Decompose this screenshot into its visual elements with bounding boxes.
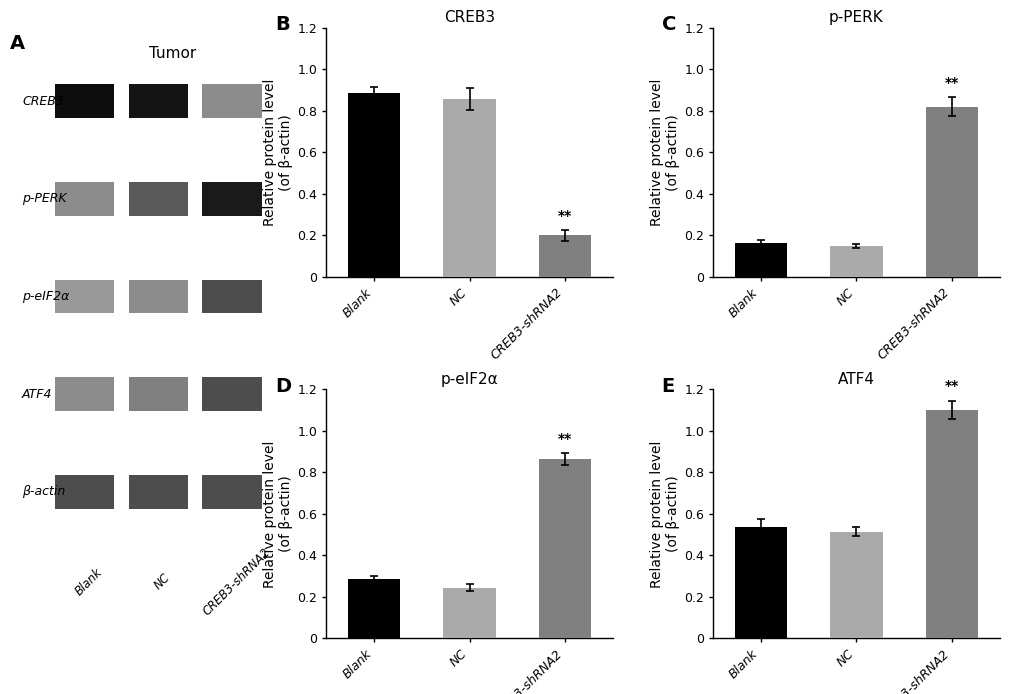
- Text: p-eIF2α: p-eIF2α: [22, 290, 69, 303]
- Bar: [128, 84, 187, 118]
- Text: Blank: Blank: [72, 566, 105, 598]
- Bar: [55, 182, 114, 216]
- Bar: [55, 84, 114, 118]
- Bar: [55, 475, 114, 509]
- Bar: [202, 378, 262, 411]
- Bar: [829, 532, 881, 638]
- Bar: [128, 182, 187, 216]
- Bar: [538, 235, 591, 277]
- Text: Tumor: Tumor: [149, 46, 197, 61]
- Bar: [347, 93, 400, 277]
- Text: **: **: [557, 209, 572, 223]
- Bar: [924, 107, 977, 277]
- Bar: [734, 527, 787, 638]
- Bar: [55, 378, 114, 411]
- Bar: [538, 459, 591, 638]
- Y-axis label: Relative protein level
(of β-actin): Relative protein level (of β-actin): [649, 440, 680, 588]
- Bar: [128, 378, 187, 411]
- Bar: [443, 588, 495, 638]
- Text: ATF4: ATF4: [22, 388, 53, 400]
- Bar: [202, 84, 262, 118]
- Bar: [128, 280, 187, 313]
- Y-axis label: Relative protein level
(of β-actin): Relative protein level (of β-actin): [649, 78, 680, 226]
- Bar: [202, 280, 262, 313]
- Text: **: **: [944, 76, 958, 90]
- Text: CREB3: CREB3: [22, 94, 64, 108]
- Title: p-eIF2α: p-eIF2α: [440, 372, 498, 387]
- Bar: [734, 243, 787, 277]
- Text: D: D: [274, 377, 290, 396]
- Title: p-PERK: p-PERK: [828, 10, 882, 25]
- Text: B: B: [274, 15, 289, 34]
- Text: A: A: [10, 34, 25, 53]
- Y-axis label: Relative protein level
(of β-actin): Relative protein level (of β-actin): [263, 78, 292, 226]
- Text: NC: NC: [152, 571, 173, 593]
- Text: **: **: [557, 432, 572, 446]
- Bar: [202, 475, 262, 509]
- Text: **: **: [944, 379, 958, 393]
- Bar: [55, 280, 114, 313]
- Bar: [202, 182, 262, 216]
- Text: C: C: [661, 15, 676, 34]
- Text: E: E: [661, 377, 675, 396]
- Bar: [924, 410, 977, 638]
- Text: CREB3-shRNA2: CREB3-shRNA2: [200, 545, 273, 618]
- Bar: [829, 246, 881, 277]
- Text: β-actin: β-actin: [22, 485, 65, 498]
- Title: CREB3: CREB3: [443, 10, 494, 25]
- Y-axis label: Relative protein level
(of β-actin): Relative protein level (of β-actin): [263, 440, 292, 588]
- Text: p-PERK: p-PERK: [22, 192, 66, 205]
- Bar: [347, 579, 400, 638]
- Title: ATF4: ATF4: [837, 372, 874, 387]
- Bar: [443, 99, 495, 277]
- Bar: [128, 475, 187, 509]
